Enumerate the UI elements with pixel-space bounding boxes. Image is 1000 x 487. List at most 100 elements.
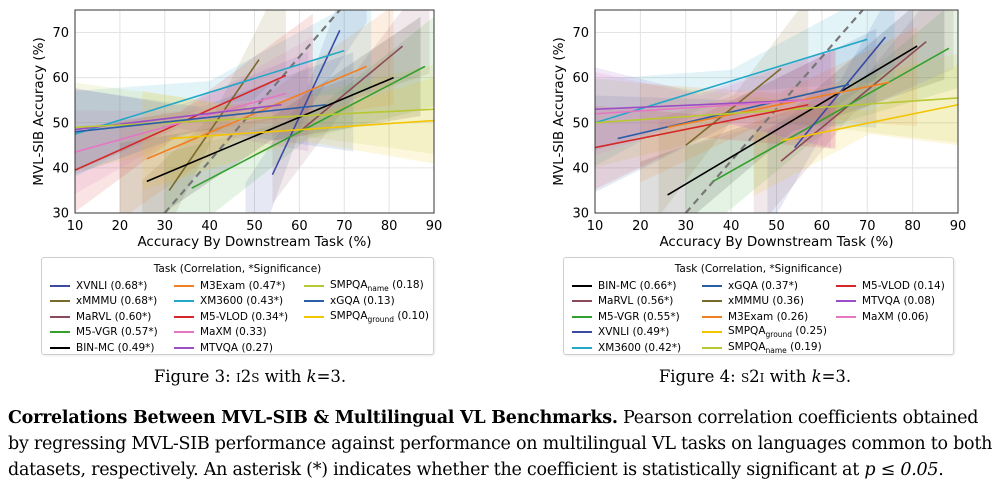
y-tick-label: 40 — [572, 161, 589, 176]
legend-label: SMPQAname (0.19) — [728, 340, 822, 355]
legend-entry: MTVQA (0.27) — [174, 340, 304, 356]
caption-k: k — [306, 367, 317, 386]
legend-label: M5-VGR (0.57*) — [76, 326, 158, 339]
regression-line — [595, 103, 809, 149]
legend-entry: M3Exam (0.26) — [702, 309, 836, 325]
legend-swatch — [572, 331, 592, 334]
confidence-band — [753, 64, 958, 196]
x-tick-label: 90 — [950, 219, 967, 234]
x-tick-label: 50 — [246, 219, 263, 234]
regression-line — [617, 83, 850, 140]
legend-swatch — [174, 315, 194, 318]
legend-entry: MaRVL (0.56*) — [572, 294, 702, 310]
y-tick-label: 50 — [572, 116, 589, 131]
legend-label: XVNLI (0.49*) — [598, 326, 670, 339]
legend-swatch — [702, 284, 722, 287]
regression-line — [595, 38, 868, 124]
legend-entry: xGQA (0.13) — [304, 294, 434, 310]
legend-swatch — [304, 300, 324, 303]
paragraph-body: Pearson correlation coefficients obtaine… — [8, 408, 993, 480]
caption-k: k — [811, 367, 822, 386]
legend-entry: M3Exam (0.47*) — [174, 278, 304, 294]
x-tick-label: 10 — [587, 219, 604, 234]
legend-swatch — [572, 346, 592, 349]
legend-swatch — [572, 300, 592, 303]
confidence-band — [685, 10, 958, 213]
figure-3-caption: Figure 3: I2S with k=3. — [0, 367, 500, 386]
figure-4-caption: Figure 4: S2I with k=3. — [510, 367, 1000, 386]
legend-label: xMMMU (0.36) — [728, 295, 804, 308]
paragraph-math: p ≤ 0.05 — [864, 460, 939, 480]
x-tick-label: 90 — [426, 219, 443, 234]
legend-label: MaRVL (0.60*) — [76, 310, 152, 323]
figure-4-legend: Task (Correlation, *Significance) BIN-MC… — [563, 257, 954, 355]
legend-swatch — [702, 331, 722, 334]
y-tick-label: 30 — [572, 207, 589, 222]
x-tick-label: 40 — [201, 219, 218, 234]
legend-label: xGQA (0.37*) — [728, 279, 798, 292]
legend-swatch — [50, 331, 70, 334]
legend-entry: BIN-MC (0.66*) — [572, 278, 702, 294]
x-tick-label: 30 — [677, 219, 694, 234]
legend-entry: M5-VLOD (0.14) — [836, 278, 960, 294]
confidence-band — [119, 16, 421, 213]
legend-swatch — [174, 346, 194, 349]
legend-entry: M5-VGR (0.55*) — [572, 309, 702, 325]
legend-swatch — [836, 315, 856, 318]
confidence-band — [142, 77, 434, 191]
legend-swatch — [572, 315, 592, 318]
confidence-band — [595, 49, 836, 190]
legend-entry: M5-VLOD (0.34*) — [174, 309, 304, 325]
legend-label: M3Exam (0.26) — [728, 310, 809, 323]
y-tick-label: 70 — [572, 26, 589, 41]
confidence-band — [142, 10, 286, 213]
regression-line — [146, 76, 394, 183]
legend-entries: XVNLI (0.68*) xMMMU (0.68*) MaRVL (0.60*) M… — [42, 276, 433, 356]
legend-swatch — [304, 284, 324, 287]
caption-label: Figure 3: — [153, 367, 231, 386]
legend-swatch — [174, 284, 194, 287]
legend-entry: BIN-MC (0.49*) — [50, 340, 174, 356]
legend-entry: SMPQAname (0.19) — [702, 340, 836, 356]
confidence-band — [245, 10, 367, 213]
caption-label: Figure 4: — [658, 367, 736, 386]
legend-entry: MTVQA (0.08) — [836, 294, 960, 310]
legend-label: XVNLI (0.68*) — [76, 279, 148, 292]
regression-line — [595, 99, 809, 115]
legend-label: SMPQAground (0.10) — [330, 309, 429, 324]
legend-label: M3Exam (0.47*) — [200, 279, 286, 292]
regression-line — [75, 49, 345, 135]
regression-line — [712, 47, 950, 183]
legend-label: SMPQAground (0.25) — [728, 325, 827, 340]
legend-entry: XVNLI (0.68*) — [50, 278, 174, 294]
confidence-band — [75, 13, 313, 212]
legend-label: M5-VGR (0.55*) — [598, 310, 680, 323]
caption-setting: I2S — [235, 367, 260, 386]
x-tick-label: 20 — [112, 219, 129, 234]
reference-line — [163, 10, 341, 213]
legend-swatch — [50, 300, 70, 303]
legend-label: M5-VLOD (0.14) — [862, 279, 945, 292]
legend-label: xMMMU (0.68*) — [76, 295, 158, 308]
legend-entry: xGQA (0.37*) — [702, 278, 836, 294]
legend-label: BIN-MC (0.66*) — [598, 279, 677, 292]
x-tick-label: 70 — [859, 219, 876, 234]
legend-swatch — [702, 300, 722, 303]
legend-swatch — [836, 300, 856, 303]
x-tick-label: 80 — [904, 219, 921, 234]
legend-title: Task (Correlation, *Significance) — [153, 263, 322, 275]
confidence-band — [640, 10, 945, 213]
legend-label: MTVQA (0.27) — [200, 341, 274, 354]
series-group — [75, 10, 434, 213]
legend-entry: XM3600 (0.43*) — [174, 294, 304, 310]
caption-eq: =3. — [316, 367, 347, 386]
confidence-band — [75, 10, 372, 178]
x-axis-label: Accuracy By Downstream Task (%) — [659, 234, 893, 250]
y-axis-label: MVL-SIB Accuracy (%) — [551, 37, 567, 185]
legend-entry: XM3600 (0.42*) — [572, 340, 702, 356]
legend-entry: M5-VGR (0.57*) — [50, 325, 174, 341]
legend-swatch — [50, 346, 70, 349]
legend-swatch — [50, 315, 70, 318]
